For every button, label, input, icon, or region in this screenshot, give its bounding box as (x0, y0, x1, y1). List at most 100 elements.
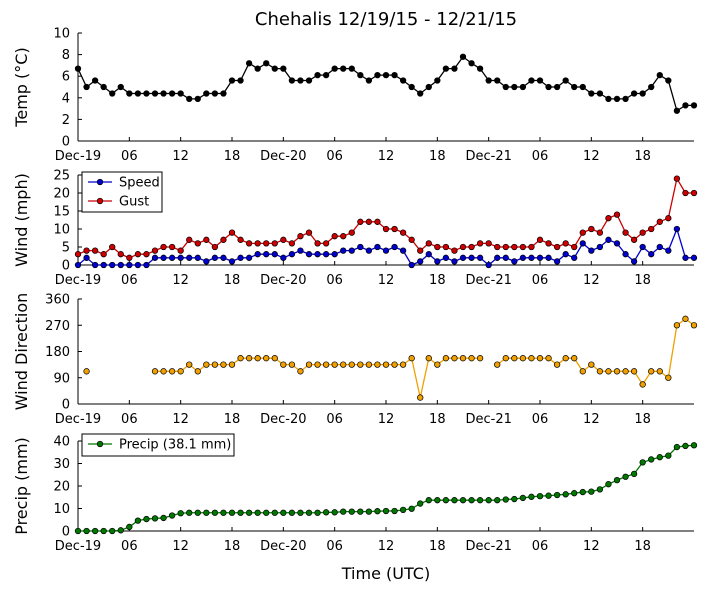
data-point-speed (545, 254, 552, 261)
data-point-gust (417, 247, 424, 254)
data-point-temp (536, 77, 544, 84)
data-point-precip (374, 508, 381, 515)
data-point-dir (434, 361, 441, 368)
data-point-precip (331, 509, 338, 516)
data-point-speed (536, 254, 544, 261)
panel-2: Wind (mph) 0 5 10 15 20 25 Dec-19 06 12 18 Dec-20 06… (12, 169, 698, 288)
data-point-gust (425, 240, 432, 247)
data-point-precip (160, 514, 167, 522)
data-point-temp (545, 83, 552, 91)
data-point-temp (151, 90, 159, 97)
data-point-speed (348, 247, 355, 254)
data-point-precip (476, 497, 484, 504)
data-point-precip (263, 509, 270, 516)
data-point-dir (305, 361, 313, 368)
legend-box (81, 433, 235, 457)
data-point-speed (314, 251, 321, 258)
data-point-temp (511, 83, 518, 91)
data-point-gust (476, 240, 484, 247)
data-point-temp (314, 71, 321, 79)
data-point-dir (417, 394, 424, 401)
data-point-precip (485, 497, 492, 504)
data-point-temp (280, 65, 287, 72)
data-point-precip (682, 442, 689, 450)
data-point-precip (194, 509, 201, 516)
data-point-speed (596, 243, 604, 251)
data-point-gust (536, 236, 544, 243)
data-point-temp (605, 95, 612, 103)
data-point-temp (160, 90, 167, 97)
x-tick-label: 12 (378, 412, 395, 427)
x-tick-label: 18 (429, 412, 446, 427)
data-point-temp (417, 90, 424, 97)
x-tick-label: 06 (326, 149, 343, 164)
data-point-gust (605, 215, 612, 222)
data-point-speed (588, 247, 595, 254)
x-tick-label: Dec-20 (260, 149, 306, 164)
data-point-temp (357, 71, 364, 79)
x-tick-label: 06 (121, 149, 138, 164)
data-point-gust (613, 211, 621, 218)
y-tick-label: 0 (62, 135, 70, 150)
data-point-gust (280, 236, 287, 243)
y-tick-label: 90 (53, 371, 70, 386)
y-tick-label: 40 (53, 435, 70, 450)
data-point-gust (571, 243, 578, 251)
data-point-dir (682, 315, 689, 322)
x-tick-label: 12 (583, 149, 600, 164)
data-point-dir (690, 322, 698, 329)
data-point-temp (630, 90, 638, 97)
data-point-temp (519, 83, 527, 91)
data-point-precip (126, 523, 133, 531)
x-tick-label: 18 (429, 149, 446, 164)
data-point-dir (245, 355, 253, 362)
data-point-speed (168, 254, 176, 261)
x-tick-label: 18 (224, 273, 241, 288)
x-tick-label: 06 (121, 273, 138, 288)
data-point-dir (228, 361, 236, 368)
data-point-temp (322, 71, 330, 79)
x-tick-label: 12 (172, 273, 189, 288)
x-tick-label: 06 (532, 412, 549, 427)
data-point-temp (494, 77, 501, 84)
data-point-dir (382, 361, 390, 368)
data-point-precip (322, 509, 330, 516)
y-tick-label: 10 (53, 223, 70, 238)
data-point-dir (280, 361, 287, 368)
data-point-temp (297, 77, 304, 84)
data-point-speed (109, 261, 116, 269)
data-point-gust (399, 229, 407, 236)
legend-label-precip: Precip (38.1 mm) (119, 438, 231, 453)
x-tick-label: 18 (429, 539, 446, 554)
data-point-gust (656, 218, 663, 225)
data-point-speed (100, 261, 107, 269)
data-point-gust (91, 247, 99, 254)
data-point-temp (382, 71, 390, 79)
data-point-gust (519, 243, 527, 251)
data-point-temp (74, 65, 82, 72)
data-point-speed (254, 251, 261, 258)
data-point-gust (143, 251, 150, 258)
data-point-temp (648, 83, 655, 91)
legend: Precip (38.1 mm) (81, 433, 235, 457)
data-point-speed (511, 258, 518, 265)
data-point-dir (665, 374, 672, 381)
data-point-precip (571, 490, 578, 497)
y-tick-label: 0 (62, 525, 70, 540)
data-point-dir (288, 361, 296, 368)
data-point-gust (83, 247, 90, 254)
data-point-speed (331, 251, 338, 258)
series-dir (83, 315, 698, 401)
data-point-speed (391, 243, 398, 251)
data-point-dir (391, 361, 398, 368)
x-tick-label: Dec-19 (55, 539, 101, 554)
data-point-gust (134, 251, 142, 258)
data-point-speed (382, 247, 390, 254)
data-point-temp (100, 83, 107, 91)
y-axis-label: Precip (mm) (12, 437, 31, 535)
panel-1: Temp (°C) 0 2 4 6 8 10 Dec-19 06 12 18 Dec-20 06 12 18… (12, 27, 698, 164)
data-point-speed (682, 254, 689, 261)
x-tick-label: 12 (172, 539, 189, 554)
data-point-precip (91, 527, 99, 535)
panels: Temp (°C) 0 2 4 6 8 10 Dec-19 06 12 18 Dec-20 06 12 18… (12, 27, 698, 554)
